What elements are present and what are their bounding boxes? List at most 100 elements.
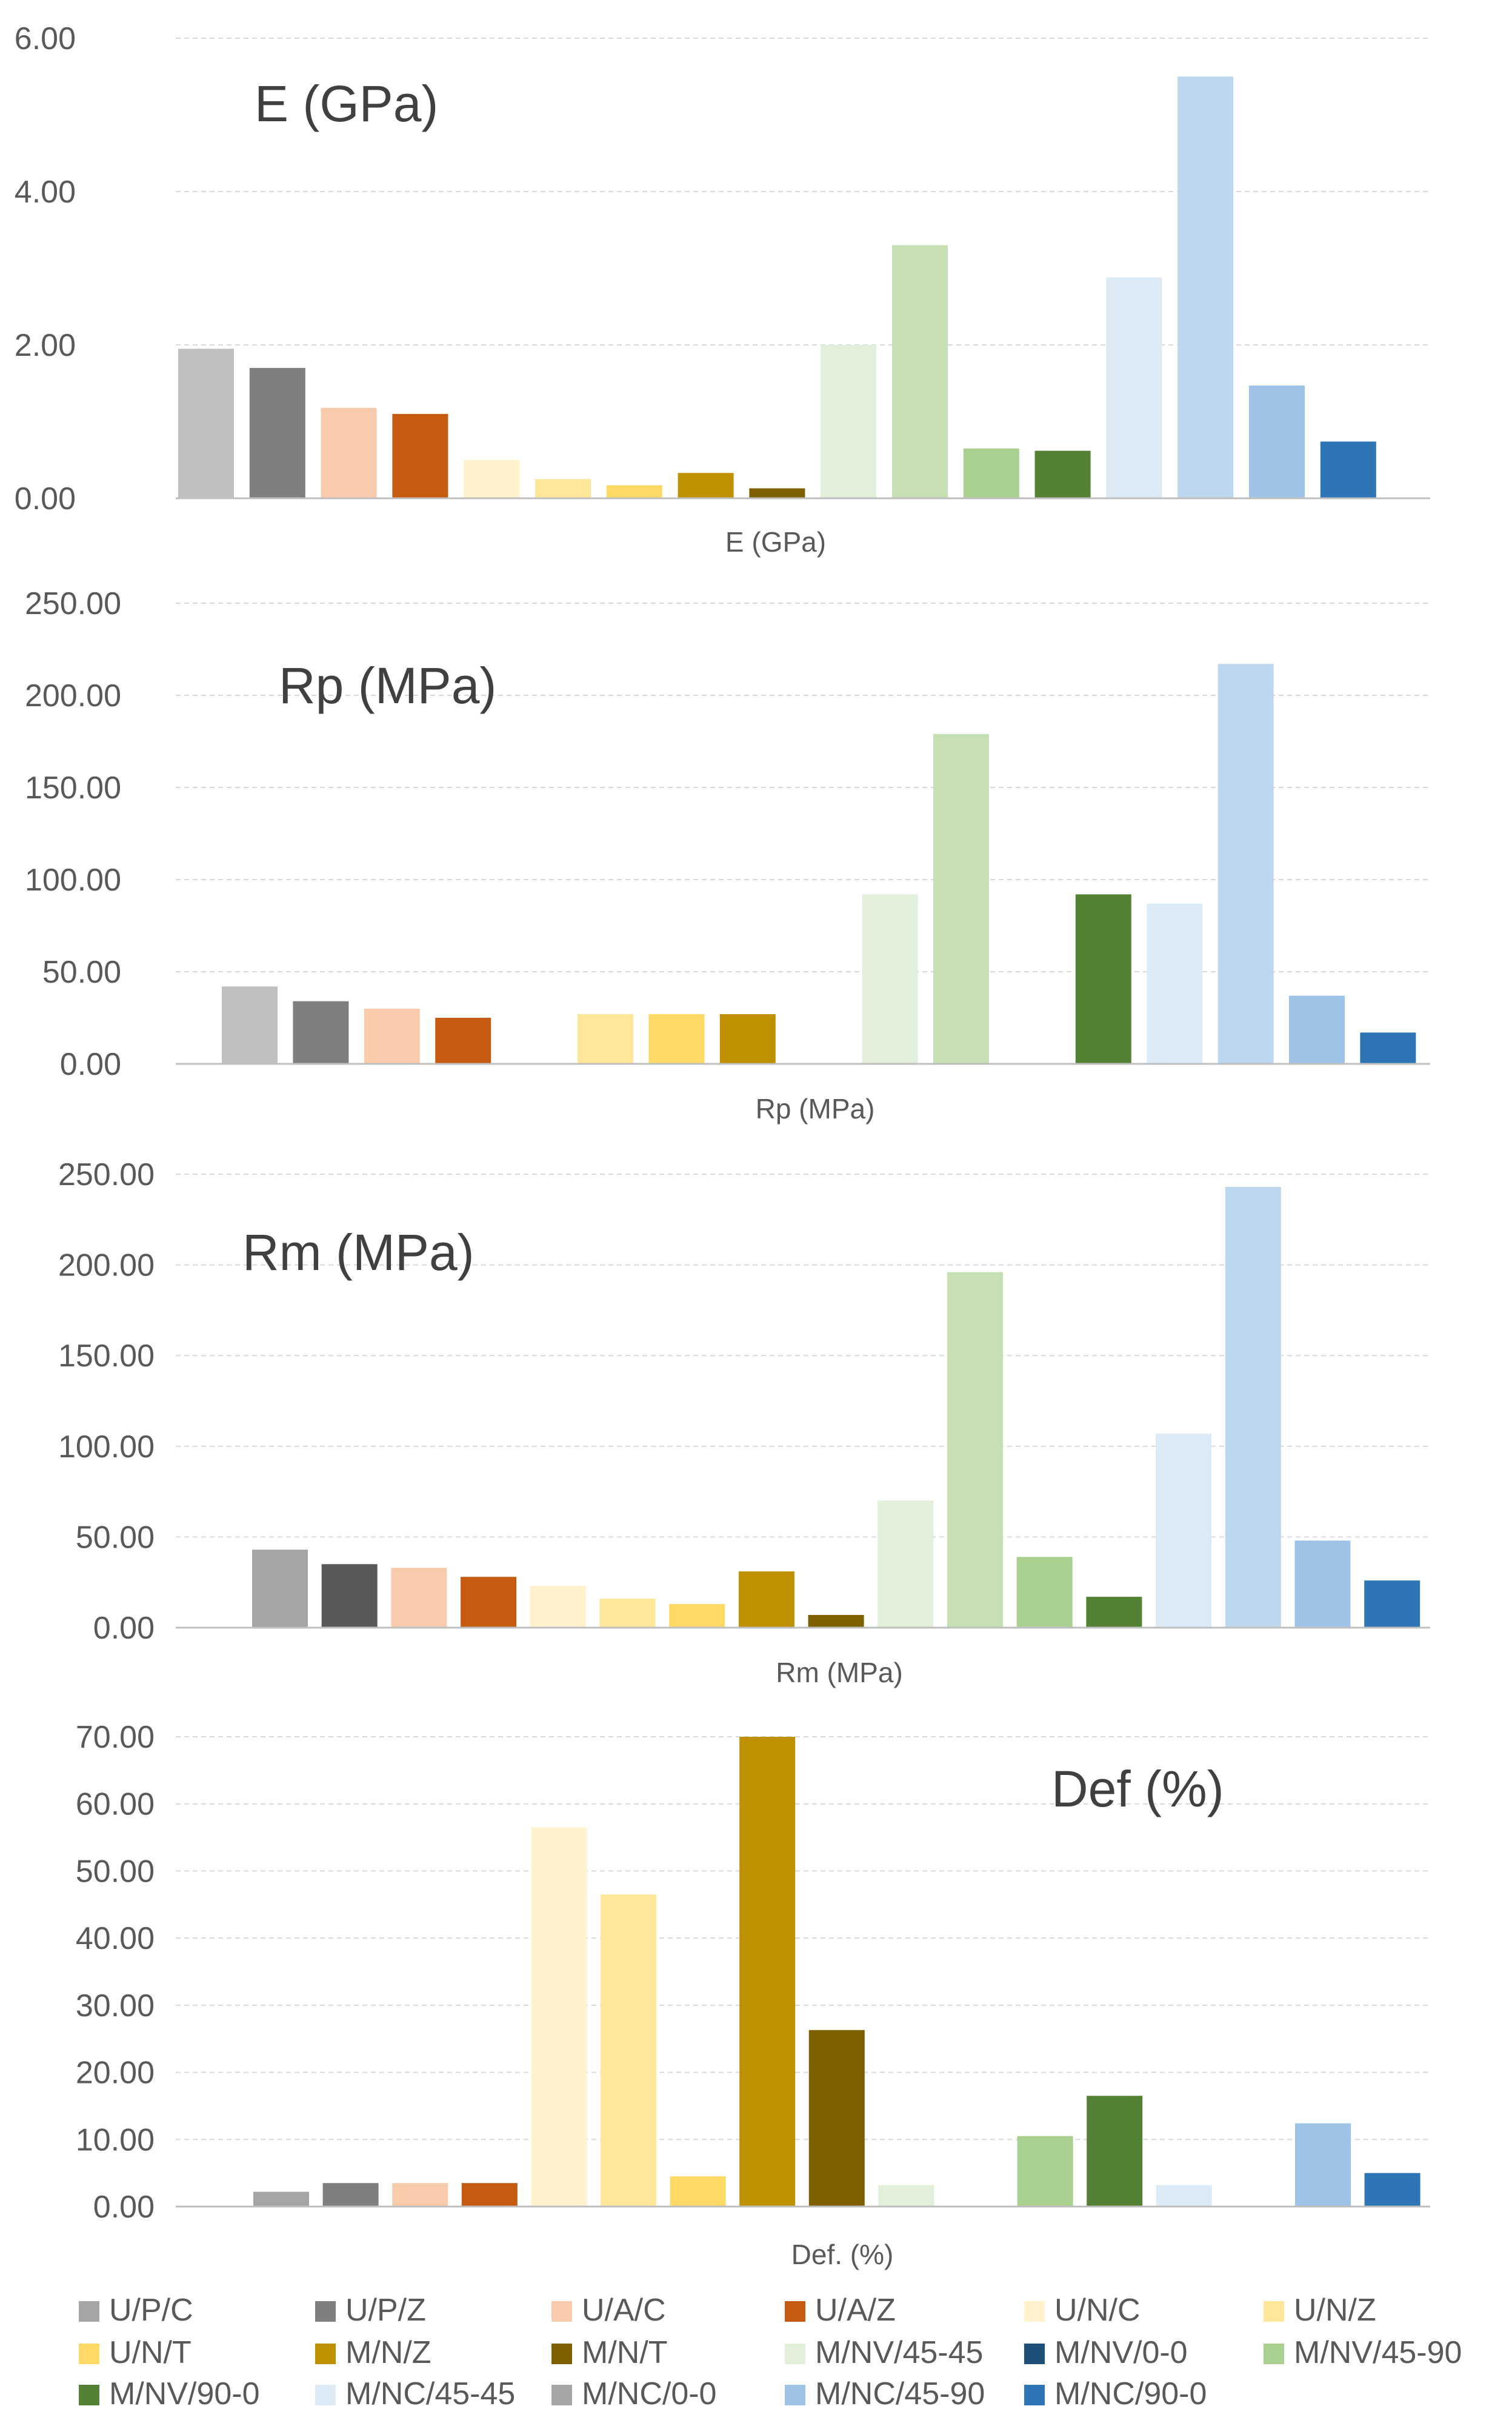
y-tick-label: 20.00: [76, 2056, 155, 2091]
bar-u-a-c: [391, 1568, 447, 1628]
bar-u-p-z: [249, 367, 305, 498]
legend-label: M/NC/45-90: [815, 2376, 985, 2411]
bar-u-p-c: [253, 2191, 309, 2207]
y-tick-label: 6.00: [15, 21, 76, 56]
legend-label: U/N/Z: [1294, 2293, 1376, 2328]
bar-m-n-z: [719, 1014, 776, 1064]
bar-u-p-c: [222, 986, 278, 1064]
legend-swatch: [785, 2344, 805, 2364]
bar-m-nc-45-90: [1295, 2123, 1351, 2207]
bar-m-nc-45-90: [1249, 386, 1305, 498]
legend-label: M/N/T: [582, 2335, 668, 2370]
bar-m-nc-0-0: [1177, 76, 1234, 498]
legend-swatch: [1024, 2301, 1045, 2322]
bar-m-nv-45-45: [862, 894, 918, 1064]
y-tick-label: 100.00: [58, 1429, 155, 1465]
bar-m-nc-90-0: [1364, 1580, 1420, 1628]
legend-swatch: [79, 2301, 99, 2322]
bar-u-p-z: [321, 1564, 378, 1628]
bar-u-p-c: [178, 349, 234, 498]
bar-u-a-c: [392, 2183, 448, 2207]
y-tick-label: 250.00: [58, 1157, 155, 1192]
bar-u-p-c: [252, 1549, 308, 1628]
legend-label: M/NV/45-45: [815, 2335, 983, 2370]
chart-title: Rm (MPa): [242, 1224, 475, 1281]
y-tick-label: 100.00: [25, 863, 121, 898]
legend-swatch: [551, 2301, 572, 2322]
bar-m-nv-90-0: [1086, 1597, 1142, 1628]
legend-swatch: [1264, 2344, 1284, 2364]
legend-swatch: [315, 2301, 336, 2322]
y-tick-label: 0.00: [93, 2190, 155, 2225]
bar-m-n-t: [808, 1615, 864, 1628]
legend-label: M/NC/90-0: [1054, 2376, 1207, 2411]
bar-u-n-t: [669, 1604, 725, 1628]
bar-m-n-z: [739, 1737, 796, 2207]
bar-m-nc-0-0: [1217, 664, 1274, 1064]
legend-label: U/P/C: [109, 2293, 193, 2328]
x-axis-label: Rp (MPa): [756, 1093, 875, 1124]
bar-m-nv-90-0: [1034, 450, 1091, 498]
bar-m-nv-0-0: [933, 733, 989, 1064]
bar-m-nc-45-90: [1294, 1540, 1351, 1628]
bar-m-n-z: [678, 473, 734, 498]
bar-u-p-z: [293, 1001, 349, 1064]
bar-u-n-z: [535, 479, 591, 498]
legend-label: U/N/C: [1054, 2293, 1141, 2328]
bar-m-n-t: [749, 488, 805, 498]
chart-title: Rp (MPa): [279, 657, 496, 714]
bar-m-n-t: [808, 2030, 865, 2207]
y-tick-label: 2.00: [15, 328, 76, 363]
chart-title: Def (%): [1051, 1760, 1224, 1817]
bar-m-nv-45-90: [1017, 2136, 1073, 2207]
y-tick-label: 0.00: [60, 1047, 121, 1082]
legend-label: U/P/Z: [345, 2293, 426, 2328]
legend-swatch: [1264, 2301, 1284, 2322]
y-tick-label: 4.00: [15, 175, 76, 210]
legend-label: U/N/T: [109, 2335, 191, 2370]
bar-m-nc-90-0: [1360, 1032, 1416, 1064]
bar-m-nv-0-0: [947, 1272, 1003, 1628]
legend-label: M/NV/45-90: [1294, 2335, 1462, 2370]
bar-u-n-t: [670, 2176, 726, 2207]
legend-swatch: [1024, 2344, 1045, 2364]
y-tick-label: 10.00: [76, 2122, 155, 2157]
y-tick-label: 200.00: [25, 678, 121, 713]
y-tick-label: 0.00: [93, 1611, 155, 1646]
y-tick-label: 150.00: [25, 770, 121, 806]
legend: U/P/C U/P/Z U/A/C U/A/Z U/N/C U/N/Z U/N/T M/N/Z…: [79, 2293, 1462, 2411]
legend-swatch: [551, 2385, 572, 2405]
bar-m-nv-45-45: [878, 1500, 934, 1628]
bar-u-a-z: [435, 1018, 491, 1064]
legend-label: M/N/Z: [345, 2335, 431, 2370]
y-tick-label: 40.00: [76, 1921, 155, 1956]
bar-m-nv-90-0: [1087, 2096, 1143, 2207]
legend-swatch: [1024, 2385, 1045, 2405]
bar-u-a-z: [392, 413, 448, 498]
y-tick-label: 250.00: [25, 586, 121, 621]
legend-swatch: [315, 2385, 336, 2405]
legend-label: M/NV/90-0: [109, 2376, 260, 2411]
x-axis-label: Rm (MPa): [776, 1657, 903, 1688]
bar-u-n-t: [648, 1014, 705, 1064]
bar-u-n-z: [578, 1014, 633, 1064]
bar-m-nv-45-45: [878, 2185, 934, 2207]
bar-m-nc-45-90: [1289, 995, 1345, 1064]
legend-swatch: [551, 2344, 572, 2364]
x-axis-label: Def. (%): [791, 2239, 894, 2270]
y-tick-label: 50.00: [76, 1854, 155, 1889]
bar-u-a-z: [461, 1577, 517, 1628]
x-axis-label: E (GPa): [725, 526, 826, 558]
legend-swatch: [79, 2344, 99, 2364]
bar-u-n-c: [464, 459, 520, 498]
bar-u-p-z: [322, 2183, 379, 2207]
bar-m-nc-90-0: [1320, 441, 1376, 498]
legend-label: M/NC/45-45: [345, 2376, 515, 2411]
y-tick-label: 60.00: [76, 1787, 155, 1822]
chart-panel-1: 0.00 2.00 4.00 6.00 E (GPa) E (GPa): [15, 21, 1430, 558]
bar-m-nc-0-0: [1225, 1186, 1281, 1628]
chart-panel-3: 0.00 50.00 100.00 150.00 200.00 250.00 Rm (MPa…: [58, 1157, 1430, 1688]
bar-u-n-t: [606, 485, 662, 498]
y-tick-label: 200.00: [58, 1248, 155, 1283]
